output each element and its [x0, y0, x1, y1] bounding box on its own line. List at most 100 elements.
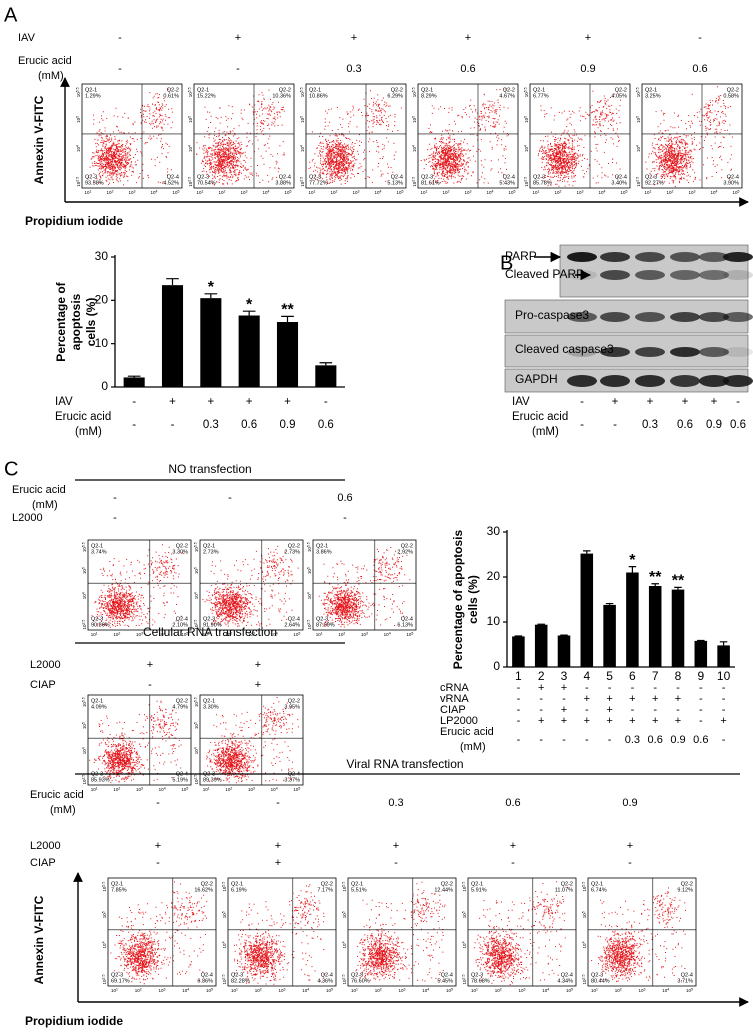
tick-base: 10: [406, 632, 412, 637]
tick-base: 10: [300, 117, 305, 123]
tick-label: 105: [293, 631, 300, 637]
condition-value: -: [676, 682, 680, 694]
tick-exp: 4: [81, 592, 85, 594]
condition-value: -: [236, 63, 240, 75]
tick-base: 10: [76, 181, 81, 187]
event-dots: [196, 89, 285, 186]
condition-value: -: [585, 704, 589, 716]
tick-exp: 1: [538, 189, 540, 193]
quadrant-percent: 3.88%: [275, 180, 291, 186]
tick-base: 10: [222, 979, 227, 985]
quadrant-name: Q2-1: [203, 698, 215, 704]
tick-base: 10: [555, 190, 561, 195]
tick-label: 101: [91, 631, 98, 637]
blot-band: [670, 252, 700, 262]
condition-value: -: [539, 704, 543, 716]
tick-exp: 5: [402, 189, 404, 193]
tick-exp: 2.5: [101, 975, 105, 980]
tick-exp: 4: [101, 941, 105, 943]
tick-label: 105.5: [635, 87, 641, 97]
error-bar: [719, 641, 728, 646]
tick-exp: 2.5: [81, 620, 85, 625]
tick-label: 105: [75, 116, 81, 123]
quadrant-percent: 2.10%: [172, 622, 188, 628]
tick-exp: 4: [604, 189, 606, 193]
tick-label: 102.5: [81, 620, 87, 630]
condition-label: Erucic acid: [30, 789, 84, 801]
blot-band: [670, 347, 700, 357]
tick-exp: 4: [306, 592, 310, 594]
tick-exp: 2: [140, 987, 142, 991]
tick-base: 10: [91, 787, 97, 792]
condition-value: +: [584, 693, 590, 705]
quadrant-name: Q2-2: [681, 881, 693, 887]
x-axis-label: Propidium iodide: [25, 214, 123, 228]
quadrant-name: Q2-3: [316, 616, 328, 622]
tick-exp: 4: [75, 145, 79, 147]
error-bar: [281, 315, 294, 322]
tick-exp: 5: [211, 987, 213, 991]
tick-base: 10: [509, 190, 515, 195]
tick-base: 10: [307, 594, 312, 600]
error-bar: [651, 583, 659, 586]
blot-band: [600, 375, 630, 387]
event-dots: [87, 88, 174, 186]
blot-band: [567, 312, 597, 322]
quadrant-percent: 7.85%: [111, 887, 127, 893]
quadrant-percent: 78.68%: [471, 978, 490, 984]
tick-exp: 5.5: [341, 882, 345, 887]
tick-base: 10: [173, 190, 179, 195]
tick-base: 10: [662, 988, 668, 993]
condition-value: +: [393, 840, 399, 852]
bar: [671, 589, 685, 667]
tick-exp: 5.5: [75, 87, 79, 92]
condition-value: -: [580, 396, 584, 408]
tick-base: 10: [231, 988, 237, 993]
quadrant-name: Q2-2: [288, 543, 300, 549]
condition-value: -: [562, 693, 566, 705]
condition-value: -: [722, 693, 726, 705]
tick-base: 10: [524, 92, 529, 98]
tick-exp: 2.5: [411, 177, 415, 182]
quadrant-percent: 69.17%: [111, 978, 130, 984]
quadrant-percent: 87.09%: [316, 622, 335, 628]
bar: [512, 636, 525, 667]
tick-base: 10: [582, 913, 587, 919]
tick-exp: 2.5: [461, 975, 465, 980]
condition-value: -: [580, 419, 584, 431]
tick-label: 104: [182, 987, 189, 993]
tick-exp: 5: [178, 189, 180, 193]
y-tick-label: 0: [101, 379, 108, 393]
event-dots: [318, 547, 411, 628]
tick-base: 10: [384, 632, 390, 637]
quadrant-percent: 93.58%: [85, 180, 104, 186]
y-tick-label: 20: [487, 569, 501, 583]
quadrant-name: Q2-4: [561, 972, 573, 978]
tick-exp: 1: [202, 189, 204, 193]
quadrant-name: Q2-1: [533, 87, 545, 93]
plot-frame: [587, 877, 697, 987]
quadrant-percent: 3.30%: [172, 549, 188, 555]
tick-label: 105.5: [81, 697, 87, 707]
tick-label: 105.5: [193, 697, 199, 707]
tick-exp: 1: [426, 189, 428, 193]
quadrant-name: Q2-2: [441, 881, 453, 887]
tick-exp: 3: [134, 189, 136, 193]
tick-label: 105: [81, 722, 87, 729]
tick-exp: 2.5: [75, 177, 79, 182]
quadrant-percent: 6.77%: [533, 93, 549, 99]
tick-base: 10: [351, 988, 357, 993]
blot-band: [699, 270, 729, 280]
tick-exp: 4: [307, 987, 309, 991]
condition-value: +: [246, 396, 253, 408]
quadrant-percent: 11.07%: [555, 887, 573, 893]
tick-label: 105: [187, 116, 193, 123]
quadrant-name: Q2-1: [203, 543, 215, 549]
tick-exp: 2: [672, 189, 674, 193]
tick-label: 101: [203, 786, 210, 792]
condition-value: -: [539, 734, 543, 746]
significance: *: [246, 296, 253, 313]
tick-base: 10: [471, 988, 477, 993]
condition-value: +: [606, 715, 612, 727]
condition-value: +: [652, 715, 658, 727]
